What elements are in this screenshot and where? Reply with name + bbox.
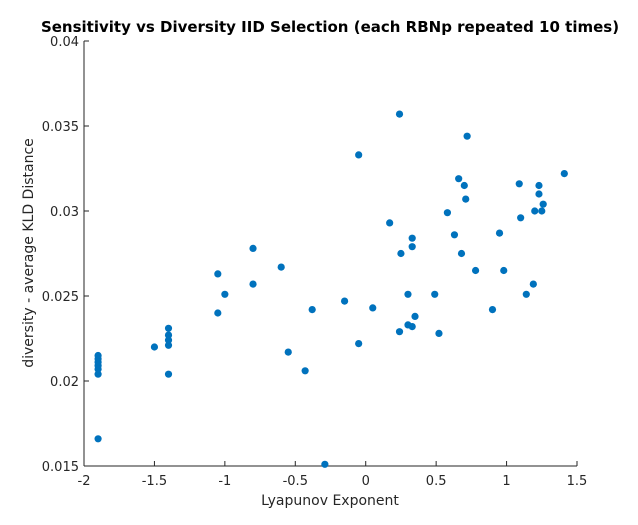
data-point xyxy=(308,306,316,314)
data-point xyxy=(404,290,412,298)
x-tick-label: 1.5 xyxy=(567,474,588,489)
data-point xyxy=(94,351,102,360)
data-point xyxy=(214,270,222,278)
y-tick-label: 0.025 xyxy=(42,290,79,305)
data-point xyxy=(150,343,159,351)
y-tick-label: 0.04 xyxy=(50,35,79,50)
data-point xyxy=(221,290,229,298)
y-tick-label: 0.015 xyxy=(42,460,79,475)
y-tick-label: 0.02 xyxy=(50,375,79,390)
data-point xyxy=(397,249,405,258)
data-point xyxy=(408,234,416,242)
data-point xyxy=(164,331,173,339)
data-point xyxy=(277,263,285,271)
data-point xyxy=(560,170,568,178)
data-point xyxy=(535,181,543,190)
data-point xyxy=(495,229,504,237)
data-point xyxy=(471,266,480,275)
data-point xyxy=(355,340,363,348)
data-point xyxy=(500,266,508,275)
data-point xyxy=(164,341,173,349)
data-point xyxy=(462,195,470,203)
data-point xyxy=(214,309,222,317)
y-tick-label: 0.035 xyxy=(42,120,79,135)
data-point xyxy=(538,207,546,215)
data-point xyxy=(450,231,459,239)
axis-ticks: -2 -1.5 -1 -0.5 0 0.5 1 1.5 0.015 0.02 0.025 0.03 0.… xyxy=(42,35,588,489)
x-tick-label: 0 xyxy=(362,474,370,489)
data-point xyxy=(369,304,377,312)
data-point xyxy=(522,290,530,298)
x-tick-label: -1 xyxy=(218,474,231,489)
y-axis-label: diversity - average KLD Distance xyxy=(21,138,37,368)
data-point xyxy=(395,328,404,336)
data-point xyxy=(529,280,537,288)
data-point xyxy=(94,435,102,443)
plot-area xyxy=(84,41,577,466)
y-tick-label: 0.03 xyxy=(50,205,79,220)
data-point xyxy=(386,219,394,227)
data-point xyxy=(321,460,329,468)
data-point xyxy=(249,244,257,252)
data-point xyxy=(395,110,404,118)
data-point xyxy=(535,190,543,198)
x-tick-label: 1 xyxy=(502,474,510,489)
data-point xyxy=(301,367,309,375)
x-axis-label: Lyapunov Exponent xyxy=(261,493,399,509)
data-point xyxy=(431,290,439,298)
data-point xyxy=(539,200,547,208)
data-point xyxy=(443,209,452,217)
x-tick-label: 0.5 xyxy=(426,474,447,489)
data-point xyxy=(284,348,292,356)
data-point xyxy=(435,329,443,337)
x-tick-label: -2 xyxy=(78,474,91,489)
data-point xyxy=(249,280,257,288)
data-point xyxy=(94,370,102,378)
data-point xyxy=(460,181,468,190)
data-points xyxy=(94,110,568,468)
data-point xyxy=(515,180,523,188)
data-point xyxy=(457,249,466,258)
data-point xyxy=(355,151,363,159)
data-point xyxy=(488,306,497,314)
x-tick-label: -0.5 xyxy=(283,474,308,489)
data-point xyxy=(463,132,471,140)
data-point xyxy=(164,336,173,344)
chart-title: Sensitivity vs Diversity IID Selection (… xyxy=(41,18,619,36)
data-point xyxy=(411,312,419,320)
data-point xyxy=(340,297,349,305)
data-point xyxy=(517,214,525,222)
data-point xyxy=(408,323,416,331)
data-point xyxy=(164,324,173,332)
data-point xyxy=(408,243,416,251)
data-point xyxy=(531,207,539,215)
data-point xyxy=(164,370,173,378)
data-point xyxy=(455,175,463,183)
x-tick-label: -1.5 xyxy=(142,474,167,489)
